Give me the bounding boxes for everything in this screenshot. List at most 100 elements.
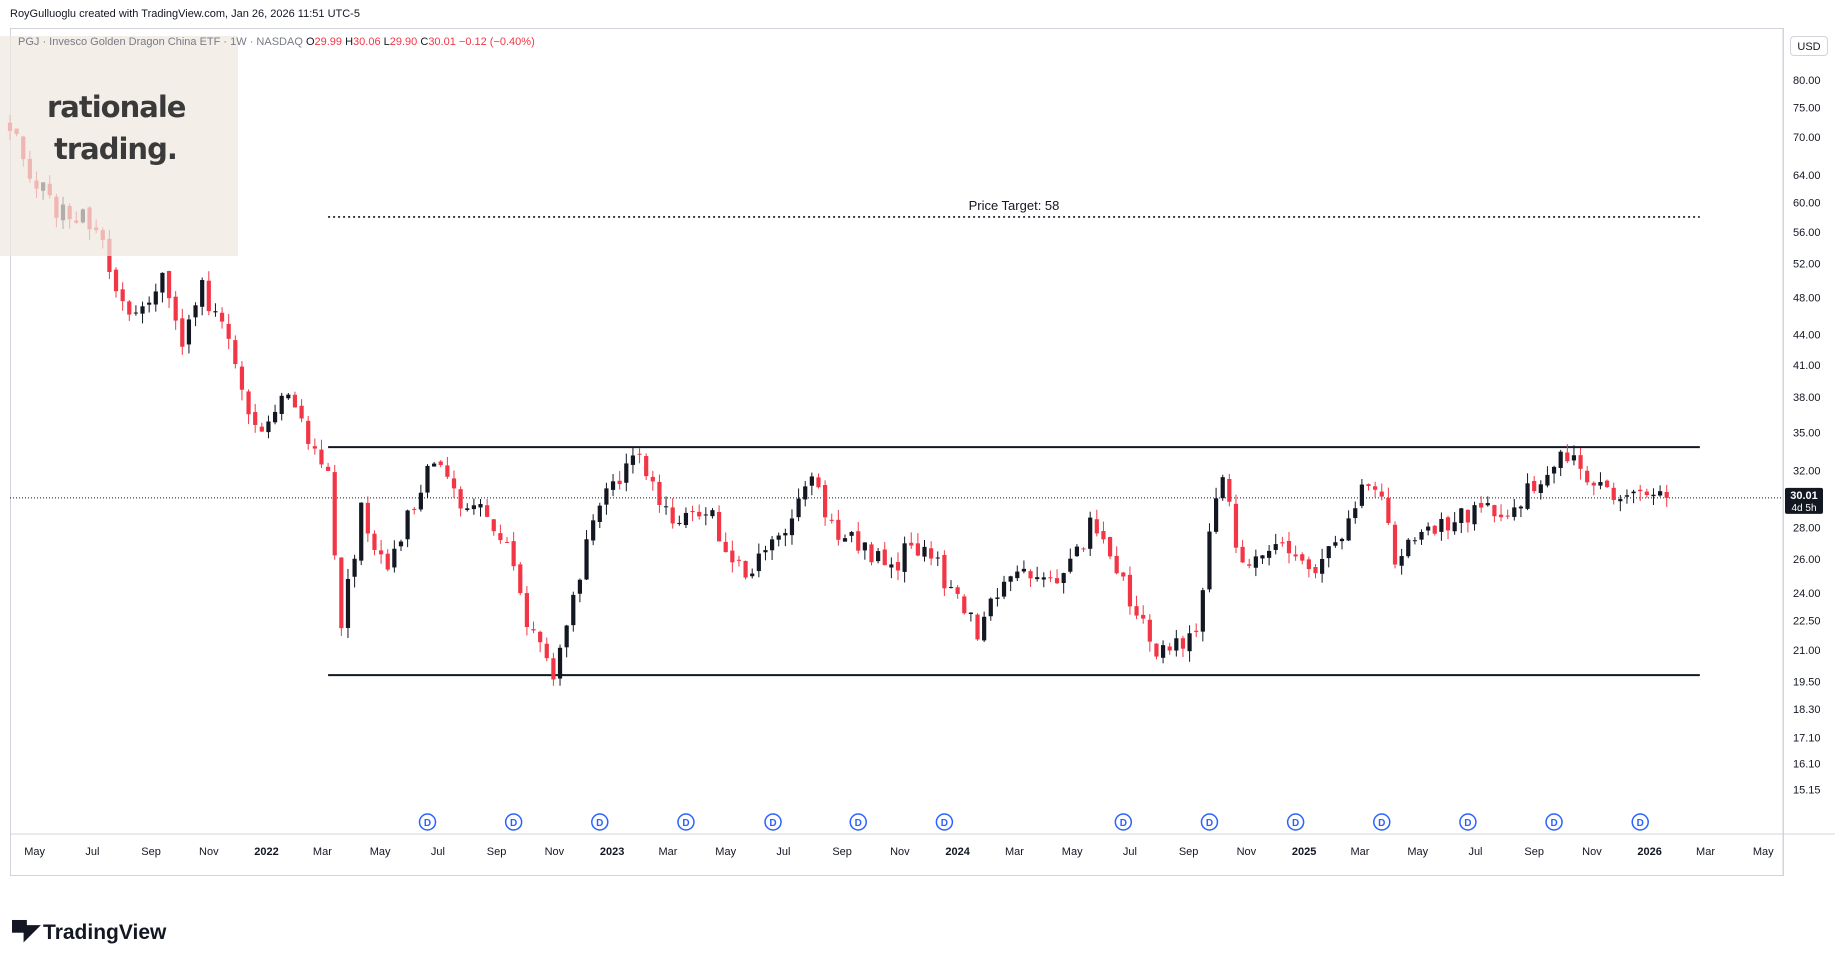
candle bbox=[1373, 481, 1378, 498]
candle-body bbox=[710, 510, 715, 517]
candle-body bbox=[372, 533, 377, 551]
candle-body bbox=[213, 311, 218, 313]
candle-body bbox=[624, 463, 629, 483]
dividend-marker-label: D bbox=[1206, 818, 1213, 829]
candle bbox=[1657, 485, 1663, 497]
candle-body bbox=[750, 573, 755, 577]
candle-body bbox=[929, 548, 934, 559]
candle-body bbox=[1015, 571, 1020, 579]
candle bbox=[1406, 538, 1411, 559]
watermark-line-2: trading. bbox=[54, 132, 178, 166]
candle-body bbox=[1651, 494, 1656, 497]
candle-body bbox=[1320, 558, 1325, 574]
candle-body bbox=[862, 542, 867, 551]
candle bbox=[942, 550, 947, 596]
candle-body bbox=[836, 519, 841, 540]
dividend-marker-circle bbox=[418, 813, 437, 831]
candle-body bbox=[1280, 542, 1285, 544]
candle-body bbox=[1426, 526, 1431, 531]
dividend-marker-circle bbox=[1545, 813, 1563, 831]
price-tick-label: 21.00 bbox=[1793, 645, 1821, 657]
price-tick-label: 16.10 bbox=[1793, 758, 1821, 770]
candle-body bbox=[1081, 548, 1086, 550]
candle bbox=[975, 613, 980, 641]
candle-body bbox=[299, 405, 304, 419]
dividend-marker-circle bbox=[764, 813, 782, 831]
candle bbox=[113, 267, 119, 298]
time-tick-label: Mar bbox=[313, 846, 332, 858]
candle bbox=[637, 448, 642, 464]
candle bbox=[1532, 475, 1537, 494]
candle-body bbox=[1664, 492, 1669, 498]
candle-body bbox=[1134, 606, 1139, 616]
candle bbox=[524, 586, 529, 636]
candle bbox=[1253, 549, 1258, 577]
price-target-label: Price Target: 58 bbox=[969, 198, 1060, 213]
candle-body bbox=[1068, 558, 1073, 572]
candle-body bbox=[763, 550, 768, 553]
candle bbox=[730, 540, 735, 573]
close-value: 30.01 bbox=[428, 36, 456, 48]
candle bbox=[1379, 483, 1384, 501]
open-label: O bbox=[305, 36, 315, 48]
candle-body bbox=[1021, 568, 1027, 572]
candle bbox=[895, 552, 901, 581]
candle bbox=[1604, 479, 1610, 489]
candle bbox=[504, 537, 510, 543]
candle bbox=[1054, 569, 1060, 585]
time-tick-label: May bbox=[1753, 846, 1774, 858]
candle bbox=[809, 472, 814, 496]
candle bbox=[465, 503, 470, 512]
candle-body bbox=[471, 505, 476, 510]
time-tick-label: Mar bbox=[1696, 846, 1715, 858]
annotation-layer: Price Target: 58 bbox=[10, 198, 1783, 677]
candle bbox=[1326, 545, 1331, 568]
candle-body bbox=[458, 489, 463, 509]
candle-body bbox=[1618, 499, 1623, 502]
candle bbox=[1631, 489, 1636, 504]
candle-body bbox=[935, 557, 940, 559]
candle bbox=[1061, 572, 1066, 594]
candle bbox=[1147, 614, 1152, 652]
candle-body bbox=[160, 272, 165, 293]
candle-body bbox=[1313, 567, 1318, 574]
dividend-marker-circle bbox=[849, 813, 867, 831]
dividend-marker-icon: D bbox=[1631, 813, 1649, 831]
candle bbox=[756, 543, 761, 578]
candle bbox=[769, 535, 775, 561]
candle-body bbox=[306, 420, 311, 444]
candles-layer bbox=[7, 114, 1669, 686]
candle-body bbox=[1545, 474, 1550, 486]
price-tick-label: 35.00 bbox=[1793, 427, 1821, 439]
candle-body bbox=[1160, 645, 1166, 658]
candle-body bbox=[173, 296, 178, 321]
candle-body bbox=[1631, 491, 1636, 494]
candle bbox=[1346, 510, 1351, 541]
candle-body bbox=[829, 519, 834, 521]
candle bbox=[325, 462, 331, 472]
candle-body bbox=[1373, 486, 1378, 490]
price-tick-label: 48.00 bbox=[1793, 293, 1821, 305]
candle bbox=[803, 481, 808, 507]
candle-body bbox=[1624, 495, 1630, 497]
candle bbox=[1154, 643, 1159, 660]
dividend-marker-circle bbox=[677, 813, 695, 831]
candle bbox=[683, 507, 689, 529]
time-tick-label: 2024 bbox=[945, 846, 970, 858]
candle bbox=[1399, 548, 1404, 575]
candle bbox=[1485, 496, 1490, 507]
candle-body bbox=[518, 564, 523, 594]
candle bbox=[1479, 496, 1484, 513]
candle bbox=[405, 509, 410, 548]
candle-body bbox=[1611, 487, 1616, 500]
currency-button[interactable]: USD bbox=[1790, 36, 1828, 56]
candle-body bbox=[425, 465, 430, 493]
time-tick-label: Jul bbox=[431, 846, 445, 858]
dividend-marker-label: D bbox=[510, 818, 517, 829]
candle-body bbox=[193, 305, 198, 318]
dividend-marker-circle bbox=[1200, 813, 1219, 831]
candle-body bbox=[147, 302, 152, 305]
candle bbox=[1041, 572, 1046, 588]
dividend-marker-icon: D bbox=[1200, 813, 1219, 831]
